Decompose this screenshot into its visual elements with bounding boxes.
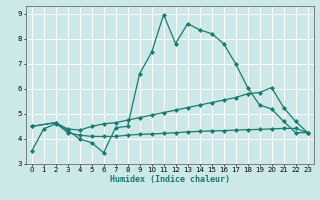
X-axis label: Humidex (Indice chaleur): Humidex (Indice chaleur) <box>109 175 230 184</box>
